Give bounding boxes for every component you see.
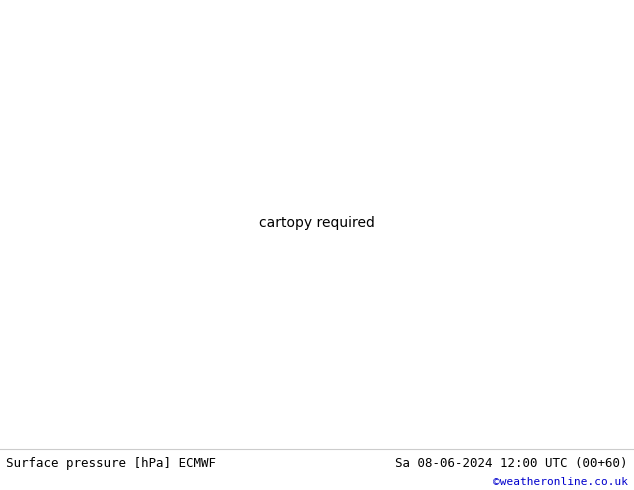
Text: cartopy required: cartopy required (259, 216, 375, 230)
Text: Surface pressure [hPa] ECMWF: Surface pressure [hPa] ECMWF (6, 457, 216, 470)
Text: ©weatheronline.co.uk: ©weatheronline.co.uk (493, 477, 628, 487)
Text: Sa 08-06-2024 12:00 UTC (00+60): Sa 08-06-2024 12:00 UTC (00+60) (395, 457, 628, 470)
